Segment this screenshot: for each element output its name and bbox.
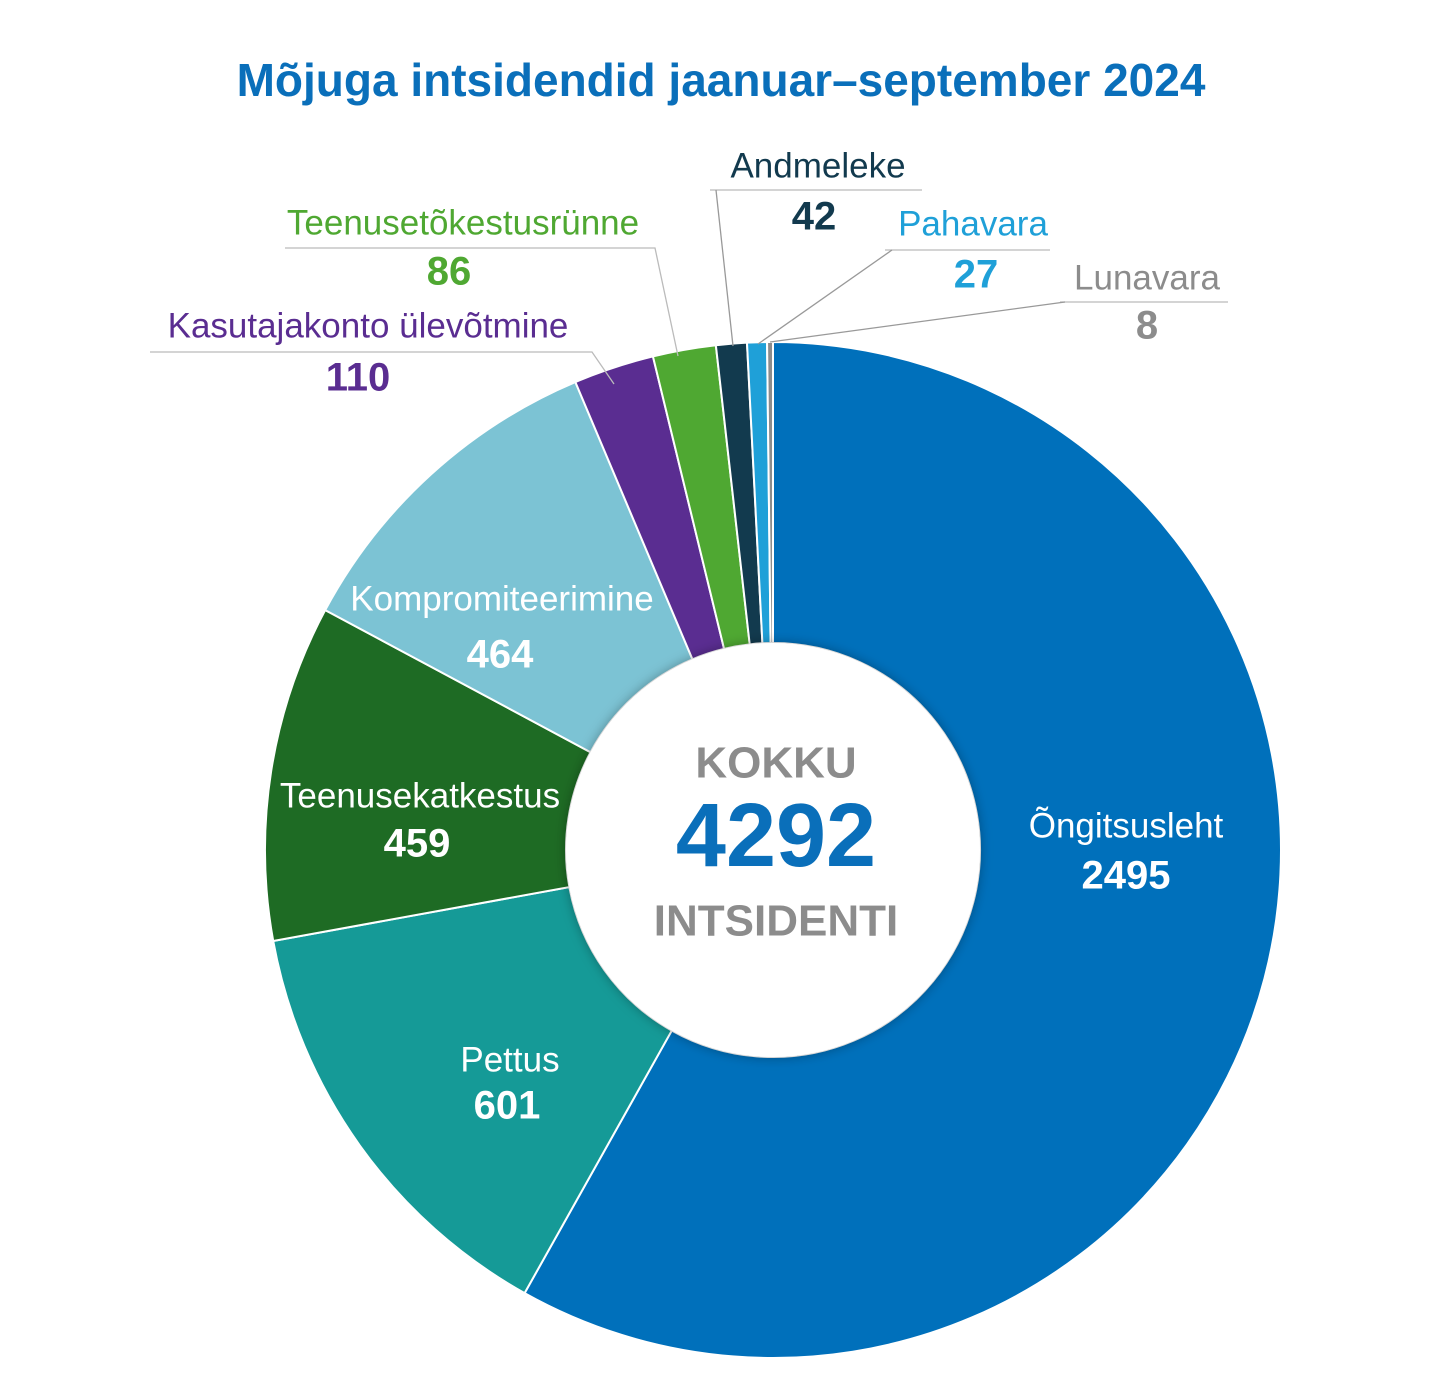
value-label: 459 — [384, 822, 451, 866]
center-label-top: KOKKU — [695, 739, 856, 788]
value-label: 2495 — [1082, 854, 1171, 898]
value-label: 27 — [954, 253, 999, 297]
donut-hole — [566, 643, 980, 1057]
slices — [264, 340, 1282, 1359]
category-label: Pettus — [460, 1040, 559, 1079]
center-value: 4292 — [676, 786, 876, 886]
value-label: 110 — [326, 356, 391, 400]
chart-title: Mõjuga intsidendid jaanuar–september 202… — [237, 54, 1206, 106]
category-label: Andmeleke — [730, 146, 905, 185]
value-label: 42 — [792, 195, 837, 239]
leader-line — [769, 301, 1066, 343]
leader-line — [150, 351, 615, 385]
leader-line — [285, 247, 679, 357]
labels: Õngitsusleht 2495 Pettus 601 Teenusekatkestu… — [150, 146, 1228, 1128]
center-label-bottom: INTSIDENTI — [654, 897, 898, 946]
value-label: 8 — [1136, 304, 1158, 348]
category-label: Pahavara — [898, 204, 1048, 243]
category-label: Teenusekatkestus — [280, 776, 560, 815]
category-label: Kompromiteerimine — [350, 579, 653, 618]
category-label: Teenusetõkestusrünne — [287, 203, 639, 242]
leader-line — [757, 249, 893, 345]
value-label: 464 — [467, 633, 534, 677]
value-label: 86 — [427, 250, 472, 294]
leader-line — [715, 189, 734, 347]
value-label: 601 — [474, 1084, 541, 1128]
category-label: Lunavara — [1074, 258, 1220, 297]
category-label: Kasutajakonto ülevõtmine — [168, 306, 569, 345]
category-label: Õngitsusleht — [1029, 805, 1224, 845]
